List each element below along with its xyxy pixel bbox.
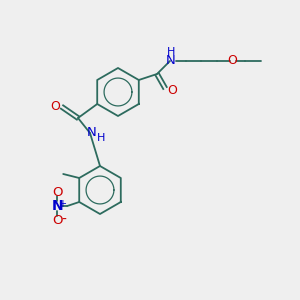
- Text: -: -: [62, 213, 67, 227]
- Text: H: H: [97, 133, 105, 143]
- Text: H: H: [167, 47, 175, 57]
- Text: N: N: [87, 127, 97, 140]
- Text: O: O: [167, 83, 177, 97]
- Text: O: O: [52, 185, 62, 199]
- Text: N: N: [166, 53, 176, 67]
- Text: O: O: [227, 53, 237, 67]
- Text: O: O: [52, 214, 62, 226]
- Text: +: +: [58, 199, 66, 209]
- Text: O: O: [50, 100, 60, 112]
- Text: N: N: [51, 199, 63, 213]
